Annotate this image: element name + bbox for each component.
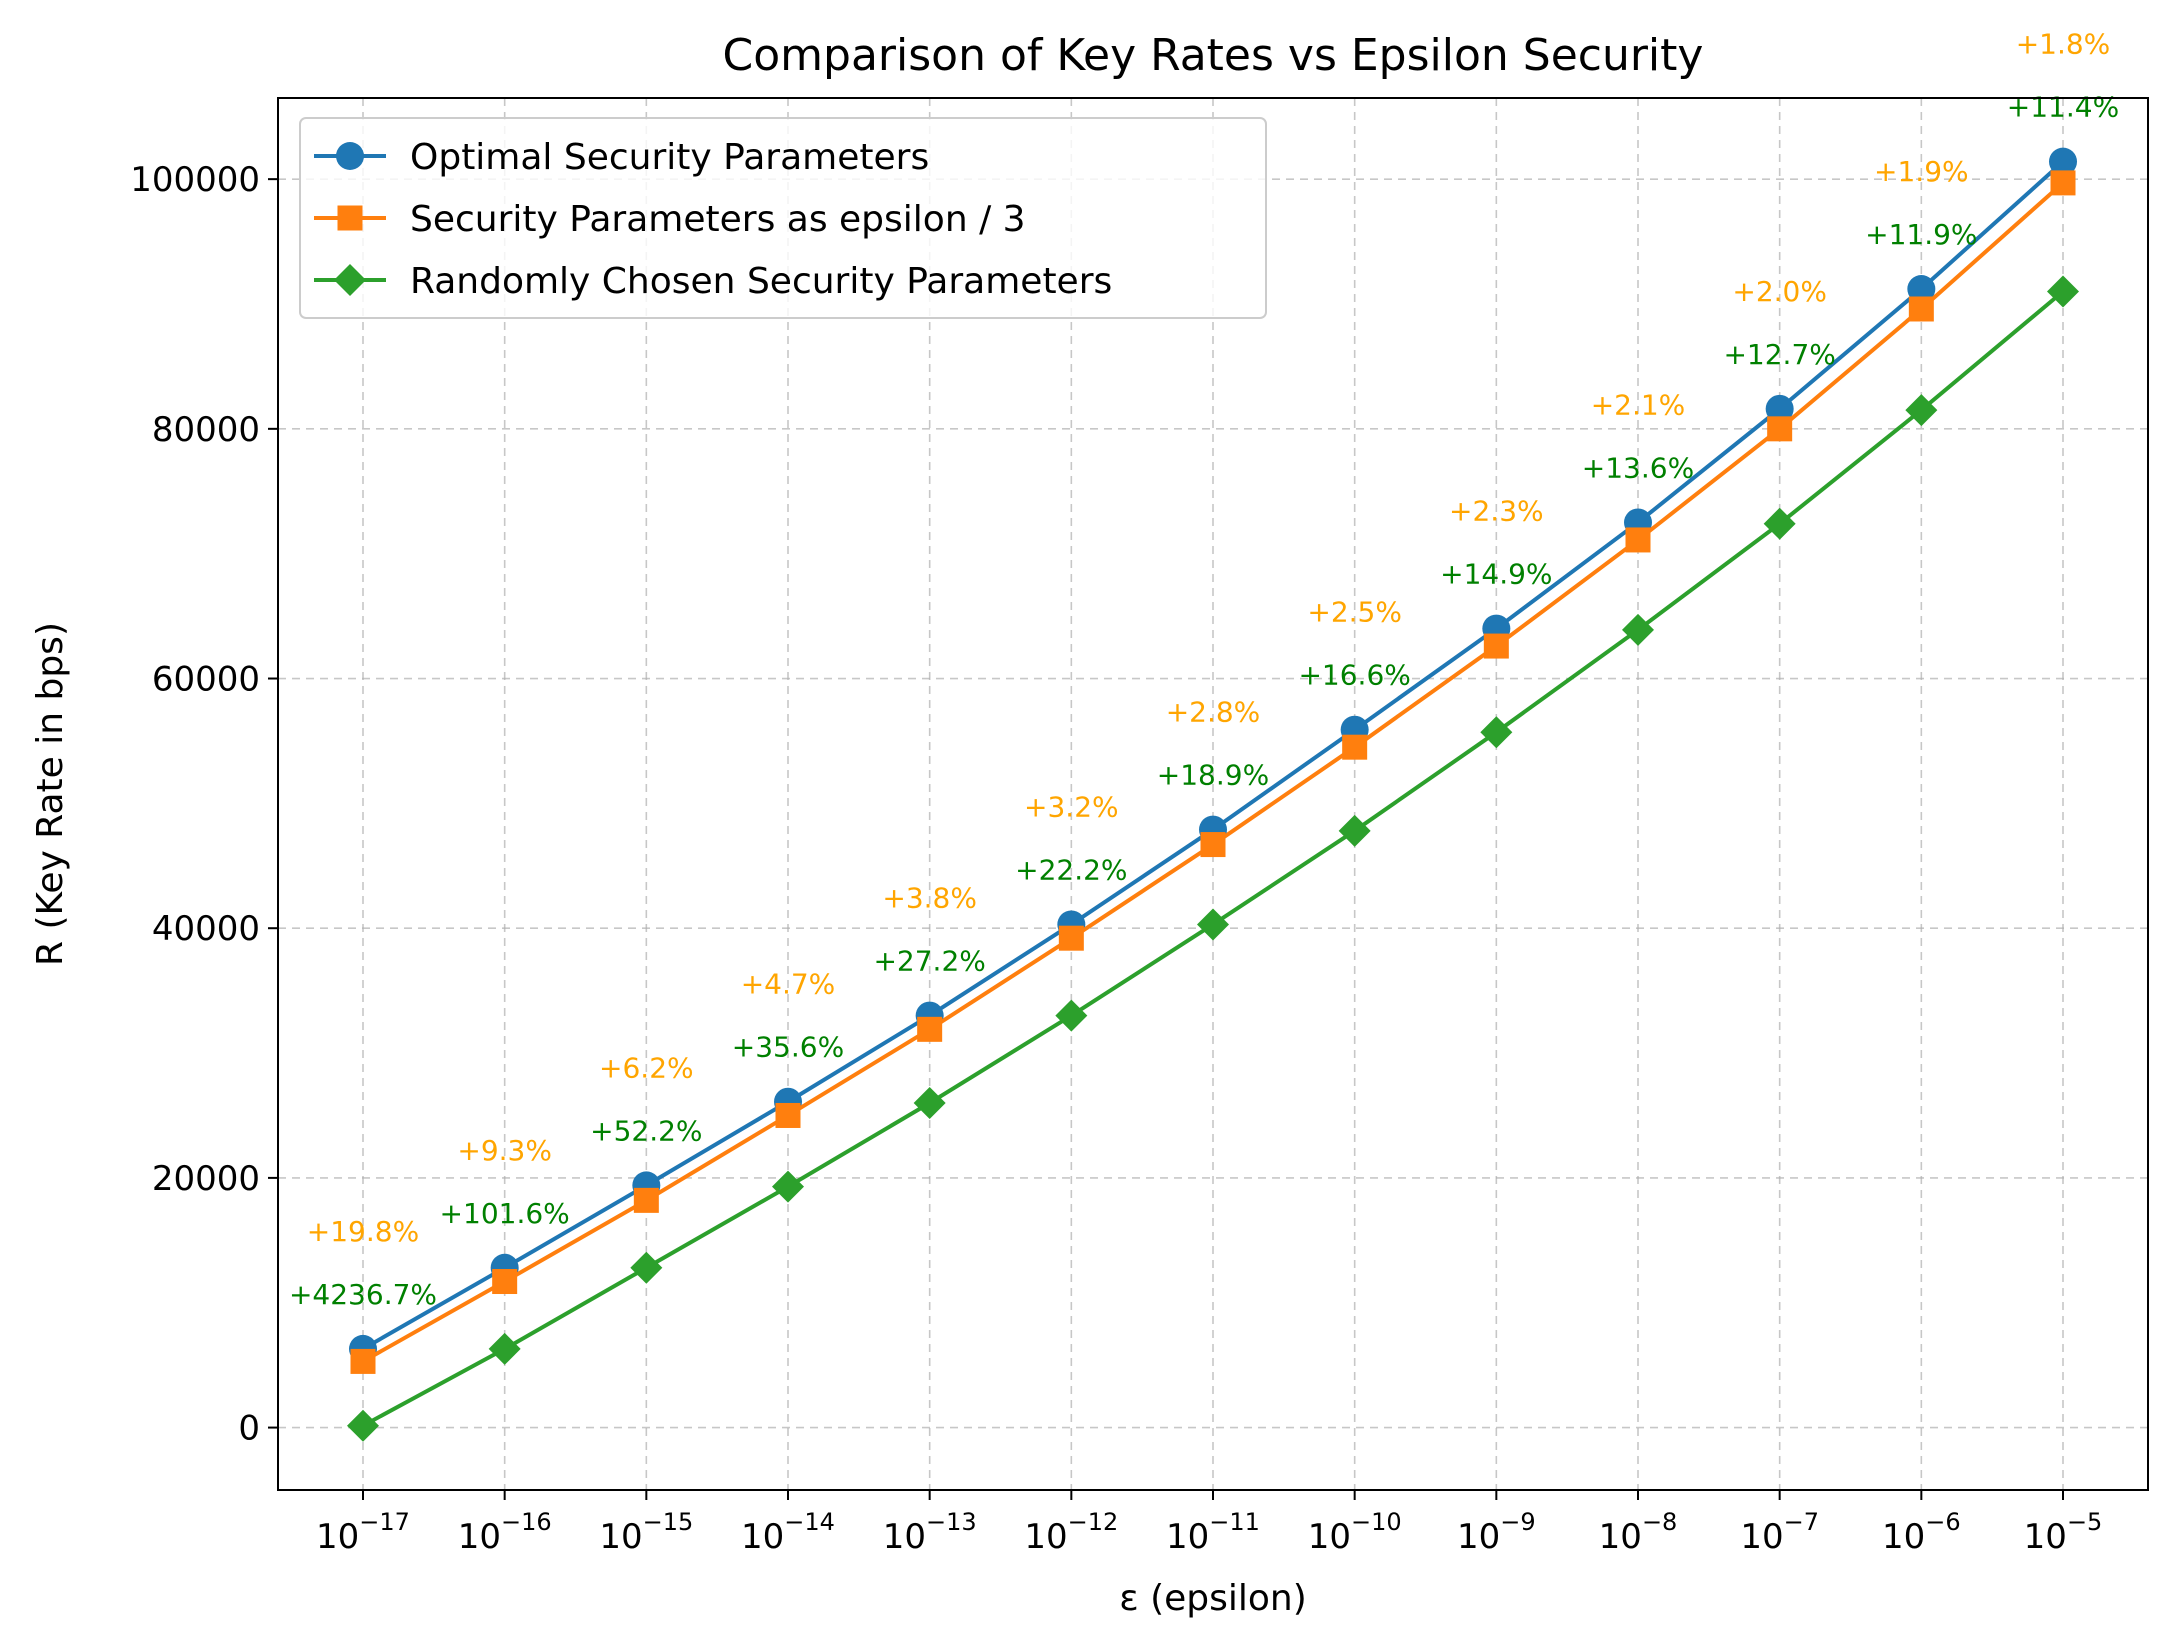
legend-marker (336, 142, 364, 170)
data-point (630, 1251, 663, 1284)
annotation-vs-epsilon3: +2.0% (1732, 275, 1827, 308)
legend-marker (334, 264, 366, 296)
x-tick-label: 10−8 (1599, 1508, 1678, 1557)
x-tick-label: 10−14 (741, 1508, 835, 1557)
annotation-vs-epsilon3: +4.7% (741, 968, 836, 1001)
x-tick-label: 10−12 (1024, 1508, 1118, 1557)
data-point (1763, 507, 1796, 540)
annotation-vs-random: +101.6% (440, 1197, 570, 1230)
annotation-vs-epsilon3: +6.2% (599, 1051, 694, 1084)
x-tick-label: 10−7 (1740, 1508, 1819, 1557)
grid (278, 98, 2148, 1490)
y-tick-label: 20000 (152, 1159, 260, 1199)
legend-label: Security Parameters as epsilon / 3 (410, 199, 1026, 240)
axis-ticks: 0 20000 40000 60000 80000 100000 10−17 10−16 10−… (130, 160, 2102, 1557)
data-point (1622, 613, 1654, 646)
data-point (1625, 527, 1651, 553)
annotation-vs-random: +13.6% (1582, 451, 1694, 484)
data-point (772, 1170, 804, 1203)
legend-item: Security Parameters as epsilon / 3 (314, 199, 1026, 240)
data-point (633, 1187, 659, 1213)
data-point (1197, 908, 1229, 941)
y-tick-label: 0 (238, 1409, 260, 1449)
legend-item: Randomly Chosen Security Parameters (314, 261, 1112, 302)
annotation-vs-epsilon3: +9.3% (457, 1134, 552, 1167)
x-tick-label: 10−13 (883, 1508, 977, 1557)
annotation-vs-random: +11.4% (2007, 91, 2119, 124)
data-point (1907, 275, 1936, 304)
annotation-vs-random: +35.6% (732, 1031, 844, 1064)
data-point (1767, 416, 1793, 442)
x-tick-label: 10−5 (2024, 1508, 2103, 1557)
legend-label: Optimal Security Parameters (410, 137, 929, 178)
annotation-vs-random: +11.9% (1865, 218, 1977, 251)
data-point (1905, 394, 1938, 427)
data-point (775, 1102, 801, 1128)
annotation-vs-random: +52.2% (590, 1114, 702, 1147)
data-point (2049, 147, 2077, 176)
y-tick-label: 40000 (152, 909, 260, 949)
annotation-vs-random: +18.9% (1157, 759, 1269, 792)
annotation-vs-epsilon3: +1.8% (2016, 28, 2111, 61)
data-point (2050, 170, 2076, 196)
annotation-vs-random: +27.2% (873, 945, 985, 978)
annotation-vs-random: +16.6% (1298, 659, 1410, 692)
legend: Optimal Security Parameters Security Para… (299, 117, 1267, 319)
data-point (913, 1086, 946, 1119)
annotation-vs-epsilon3: +3.2% (1024, 790, 1119, 823)
annotation-vs-epsilon3: +1.9% (1874, 155, 1969, 188)
annotation-vs-random: +12.7% (1723, 338, 1835, 371)
x-tick-label: 10−10 (1308, 1508, 1402, 1557)
annotation-vs-random: +4236.7% (289, 1278, 437, 1311)
data-point (488, 1332, 521, 1365)
annotation-vs-epsilon3: +3.8% (882, 882, 977, 915)
annotations: +19.8% +4236.7% +9.3% +101.6% +6.2% +52.2% +4.… (289, 28, 2119, 1311)
data-point (1765, 394, 1794, 423)
legend-item: Optimal Security Parameters (314, 137, 929, 178)
series-3 (347, 275, 2079, 1442)
data-point (1480, 716, 1513, 749)
chart-title: Comparison of Key Rates vs Epsilon Secur… (723, 30, 1704, 81)
annotation-vs-random: +14.9% (1440, 558, 1552, 591)
legend-label: Randomly Chosen Security Parameters (410, 261, 1112, 302)
x-tick-label: 10−17 (316, 1508, 410, 1557)
data-point (1483, 633, 1509, 659)
data-point (492, 1269, 518, 1295)
x-tick-label: 10−11 (1166, 1508, 1260, 1557)
annotation-vs-epsilon3: +19.8% (307, 1215, 419, 1248)
x-axis-label: ε (epsilon) (1119, 1578, 1307, 1619)
x-tick-label: 10−9 (1457, 1508, 1536, 1557)
data-point (917, 1016, 943, 1042)
data-point (350, 1348, 376, 1374)
x-tick-label: 10−6 (1882, 1508, 1961, 1557)
y-tick-label: 60000 (152, 660, 260, 700)
annotation-vs-epsilon3: +2.3% (1449, 495, 1544, 528)
x-tick-label: 10−16 (458, 1508, 552, 1557)
annotation-vs-random: +22.2% (1015, 853, 1127, 886)
annotation-vs-epsilon3: +2.5% (1307, 596, 1402, 629)
data-point (1055, 999, 1088, 1032)
legend-box (299, 117, 1267, 319)
legend-marker (337, 205, 363, 231)
annotation-vs-epsilon3: +2.1% (1591, 388, 1686, 421)
series-layer (347, 147, 2079, 1442)
data-point (347, 1409, 379, 1442)
data-point (1058, 925, 1084, 951)
data-point (1338, 814, 1371, 847)
y-axis-label: R (Key Rate in bps) (30, 622, 71, 966)
data-point (1908, 296, 1934, 322)
series-2 (350, 170, 2076, 1374)
data-point (1200, 832, 1226, 858)
x-tick-label: 10−15 (599, 1508, 693, 1557)
y-tick-label: 80000 (152, 410, 260, 450)
annotation-vs-epsilon3: +2.8% (1166, 696, 1261, 729)
data-point (1342, 734, 1368, 760)
data-point (2047, 275, 2079, 308)
y-tick-label: 100000 (130, 160, 260, 200)
